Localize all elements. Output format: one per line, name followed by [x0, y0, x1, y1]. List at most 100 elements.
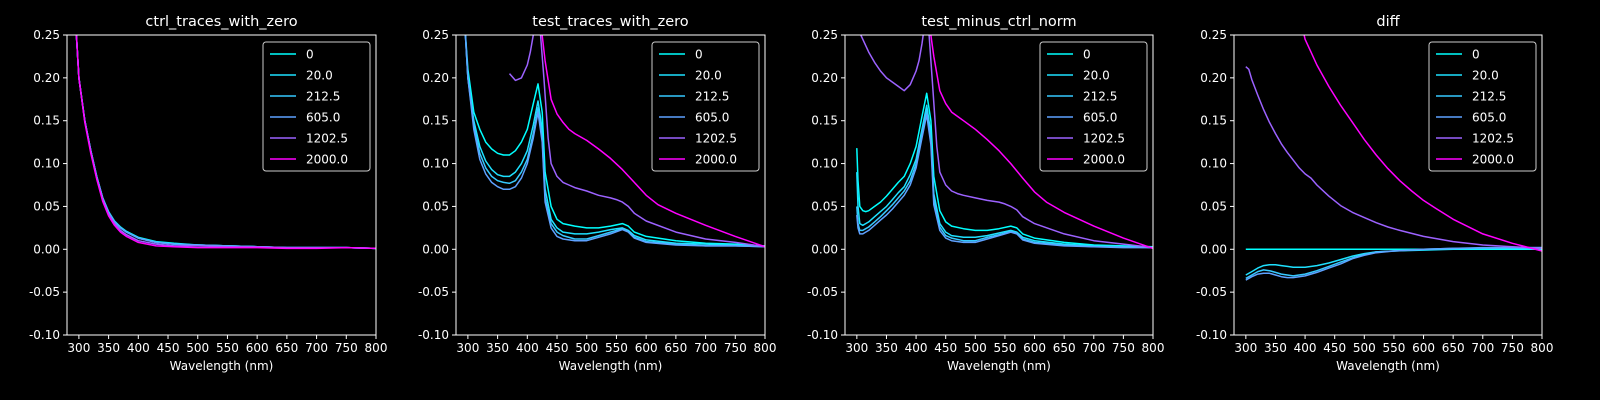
- legend-label: 605.0: [1472, 111, 1506, 125]
- legend-label: 605.0: [1083, 111, 1117, 125]
- x-tick-label: 450: [934, 341, 957, 355]
- x-tick-label: 800: [1531, 341, 1554, 355]
- y-tick-label: -0.05: [29, 285, 60, 299]
- y-tick-label: 0.25: [1200, 28, 1227, 42]
- legend-label: 0: [1472, 48, 1480, 62]
- legend-label: 1202.5: [695, 132, 737, 146]
- x-tick-label: 800: [365, 341, 388, 355]
- series-line-20.0: [1245, 247, 1542, 276]
- y-tick-label: 0.00: [1200, 242, 1227, 256]
- y-tick-label: 0.10: [33, 157, 60, 171]
- x-tick-label: 600: [635, 341, 658, 355]
- legend-label: 0: [306, 48, 314, 62]
- x-tick-label: 550: [993, 341, 1016, 355]
- y-tick-label: 0.10: [1200, 157, 1227, 171]
- x-tick-label: 300: [67, 341, 90, 355]
- series-line-605.0: [856, 113, 1153, 249]
- x-tick-label: 750: [1501, 341, 1524, 355]
- y-tick-label: 0.05: [811, 199, 838, 213]
- x-tick-label: 700: [1471, 341, 1494, 355]
- x-tick-label: 800: [754, 341, 777, 355]
- legend: 0 20.0 212.5 605.0 1202.5 2000.0: [651, 41, 760, 172]
- x-tick-label: 400: [516, 341, 539, 355]
- y-tick-label: -0.10: [29, 328, 60, 342]
- legend-label: 2000.0: [1083, 153, 1125, 167]
- legend-label: 212.5: [306, 90, 340, 104]
- chart-panel-3: 300 350 400 450 500 550 600 650 700 750 800 -0.10 -0…: [807, 14, 1165, 373]
- x-tick-label: 500: [575, 341, 598, 355]
- chart-panel-2: 300 350 400 450 500 550 600 650 700 750 800 -0.10 -0…: [418, 14, 777, 373]
- x-tick-label: 300: [456, 341, 479, 355]
- series-line-2000.0: [541, 35, 765, 248]
- legend-label: 605.0: [306, 111, 340, 125]
- x-tick-label: 650: [275, 341, 298, 355]
- legend-label: 1202.5: [306, 132, 348, 146]
- y-tick-label: 0.05: [1200, 199, 1227, 213]
- x-tick-label: 750: [1112, 341, 1135, 355]
- x-tick-label: 450: [157, 341, 180, 355]
- series-line-2000.0: [75, 35, 376, 250]
- x-tick-label: 300: [1234, 341, 1257, 355]
- series-line-1202.5: [1245, 66, 1542, 250]
- x-tick-label: 400: [127, 341, 150, 355]
- series-line-0: [464, 35, 765, 247]
- chart-panel-4: 300 350 400 450 500 550 600 650 700 750 800 -0.10 -0…: [1196, 14, 1554, 373]
- y-tick-label: 0.10: [811, 157, 838, 171]
- x-tick-label: 550: [605, 341, 628, 355]
- y-tick-label: 0.20: [422, 71, 449, 85]
- y-tick-label: 0.00: [33, 242, 60, 256]
- chart-title: diff: [1376, 14, 1400, 30]
- axes-frame: [844, 34, 1154, 336]
- legend-label: 212.5: [1472, 90, 1506, 104]
- series-line-605.0: [464, 35, 765, 248]
- x-tick-label: 650: [1053, 341, 1076, 355]
- legend-label: 212.5: [695, 90, 729, 104]
- y-tick-label: 0.25: [33, 28, 60, 42]
- x-tick-label: 450: [1323, 341, 1346, 355]
- y-tick-label: 0.05: [422, 199, 449, 213]
- y-tick-label: -0.10: [807, 328, 838, 342]
- x-tick-label: 400: [1294, 341, 1317, 355]
- y-tick-label: 0.15: [1200, 114, 1227, 128]
- y-tick-label: 0.25: [811, 28, 838, 42]
- y-tick-label: 0.20: [33, 71, 60, 85]
- x-tick-label: 600: [1023, 341, 1046, 355]
- x-tick-label: 600: [246, 341, 269, 355]
- chart-title: test_minus_ctrl_norm: [921, 14, 1076, 30]
- axes-frame: [66, 34, 377, 336]
- legend-label: 1202.5: [1083, 132, 1125, 146]
- series-line-20.0: [856, 104, 1153, 249]
- y-tick-label: -0.10: [418, 328, 449, 342]
- axes-frame: [1233, 34, 1543, 336]
- chart-panel-1: 300 350 400 450 500 550 600 650 700 750 800 -0.10 -0…: [29, 14, 388, 373]
- plot-area: [75, 35, 376, 250]
- chart-title: ctrl_traces_with_zero: [145, 14, 297, 30]
- series-line-0: [856, 92, 1153, 248]
- x-tick-label: 700: [305, 341, 328, 355]
- x-tick-label: 800: [1142, 341, 1165, 355]
- x-tick-label: 750: [335, 341, 358, 355]
- x-tick-label: 400: [905, 341, 928, 355]
- y-tick-label: 0.20: [1200, 71, 1227, 85]
- legend-label: 0: [695, 48, 703, 62]
- y-tick-label: 0.10: [422, 157, 449, 171]
- legend-label: 20.0: [1083, 69, 1110, 83]
- legend-label: 605.0: [695, 111, 729, 125]
- legend: 0 20.0 212.5 605.0 1202.5 2000.0: [1428, 41, 1537, 172]
- legend-label: 2000.0: [306, 153, 348, 167]
- legend-label: 20.0: [695, 69, 722, 83]
- series-line-2000.0: [930, 35, 1153, 250]
- series-line-2000.0: [1303, 35, 1542, 252]
- x-tick-label: 700: [1082, 341, 1105, 355]
- plot-area: [464, 35, 765, 248]
- legend-label: 20.0: [1472, 69, 1499, 83]
- legend: 0 20.0 212.5 605.0 1202.5 2000.0: [262, 41, 371, 172]
- legend-label: 212.5: [1083, 90, 1117, 104]
- x-tick-label: 600: [1412, 341, 1435, 355]
- y-tick-label: -0.10: [1196, 328, 1227, 342]
- y-tick-label: 0.00: [422, 242, 449, 256]
- x-tick-label: 350: [486, 341, 509, 355]
- x-tick-label: 700: [694, 341, 717, 355]
- legend: 0 20.0 212.5 605.0 1202.5 2000.0: [1039, 41, 1148, 172]
